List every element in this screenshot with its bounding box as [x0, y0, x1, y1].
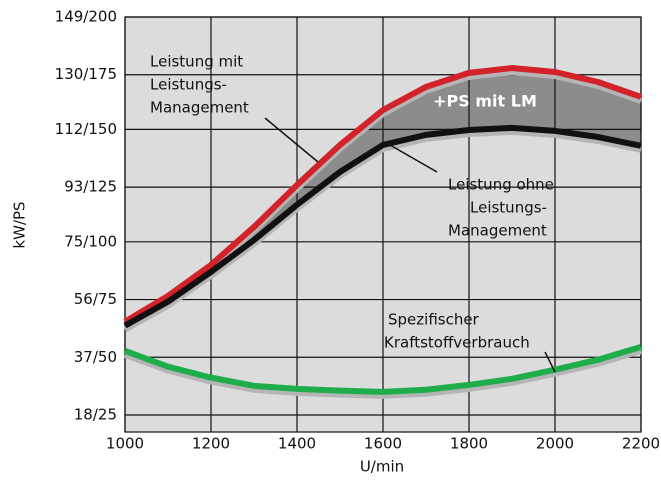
- annotation: Kraftstoffverbrauch: [384, 334, 530, 352]
- line: [123, 124, 642, 329]
- annotation: Leistungs-: [150, 76, 227, 94]
- annotation: Leistung mit: [150, 53, 243, 71]
- x-tick-label: 1000: [106, 435, 144, 453]
- line: [123, 65, 642, 325]
- y-tick-label: 112/150: [55, 120, 117, 138]
- annotation: Management: [150, 99, 249, 117]
- annotation: +PS mit LM: [433, 92, 537, 111]
- x-tick-label: 1600: [364, 435, 402, 453]
- leader-line: [389, 144, 438, 173]
- plot-frame: [124, 16, 642, 433]
- x-tick-label: 1200: [192, 435, 230, 453]
- line: [123, 344, 642, 395]
- y-axis-label: kW/PS: [11, 201, 29, 248]
- x-axis-label: U/min: [360, 458, 404, 476]
- leader-line: [544, 351, 556, 373]
- y-tick-label: 149/200: [55, 8, 117, 26]
- x-tick-label: 2000: [536, 435, 574, 453]
- y-tick-label: 18/25: [74, 405, 117, 423]
- line-shadow: [123, 128, 642, 333]
- y-tick-label: 130/175: [55, 65, 117, 83]
- y-tick-label: 56/75: [74, 290, 117, 308]
- line-shadow: [123, 348, 642, 399]
- x-tick-label: 2200: [622, 435, 660, 453]
- annotation: Leistung ohne: [448, 176, 554, 194]
- y-tick-label: 93/125: [64, 178, 117, 196]
- y-tick-label: 75/100: [64, 232, 117, 250]
- x-tick-label: 1400: [278, 435, 316, 453]
- annotation: Spezifischer: [388, 311, 480, 329]
- annotation: Leistungs-: [470, 199, 547, 217]
- leader-line: [264, 117, 319, 163]
- y-tick-label: 37/50: [74, 348, 117, 366]
- x-tick-label: 1800: [450, 435, 488, 453]
- annotation: Management: [448, 222, 547, 240]
